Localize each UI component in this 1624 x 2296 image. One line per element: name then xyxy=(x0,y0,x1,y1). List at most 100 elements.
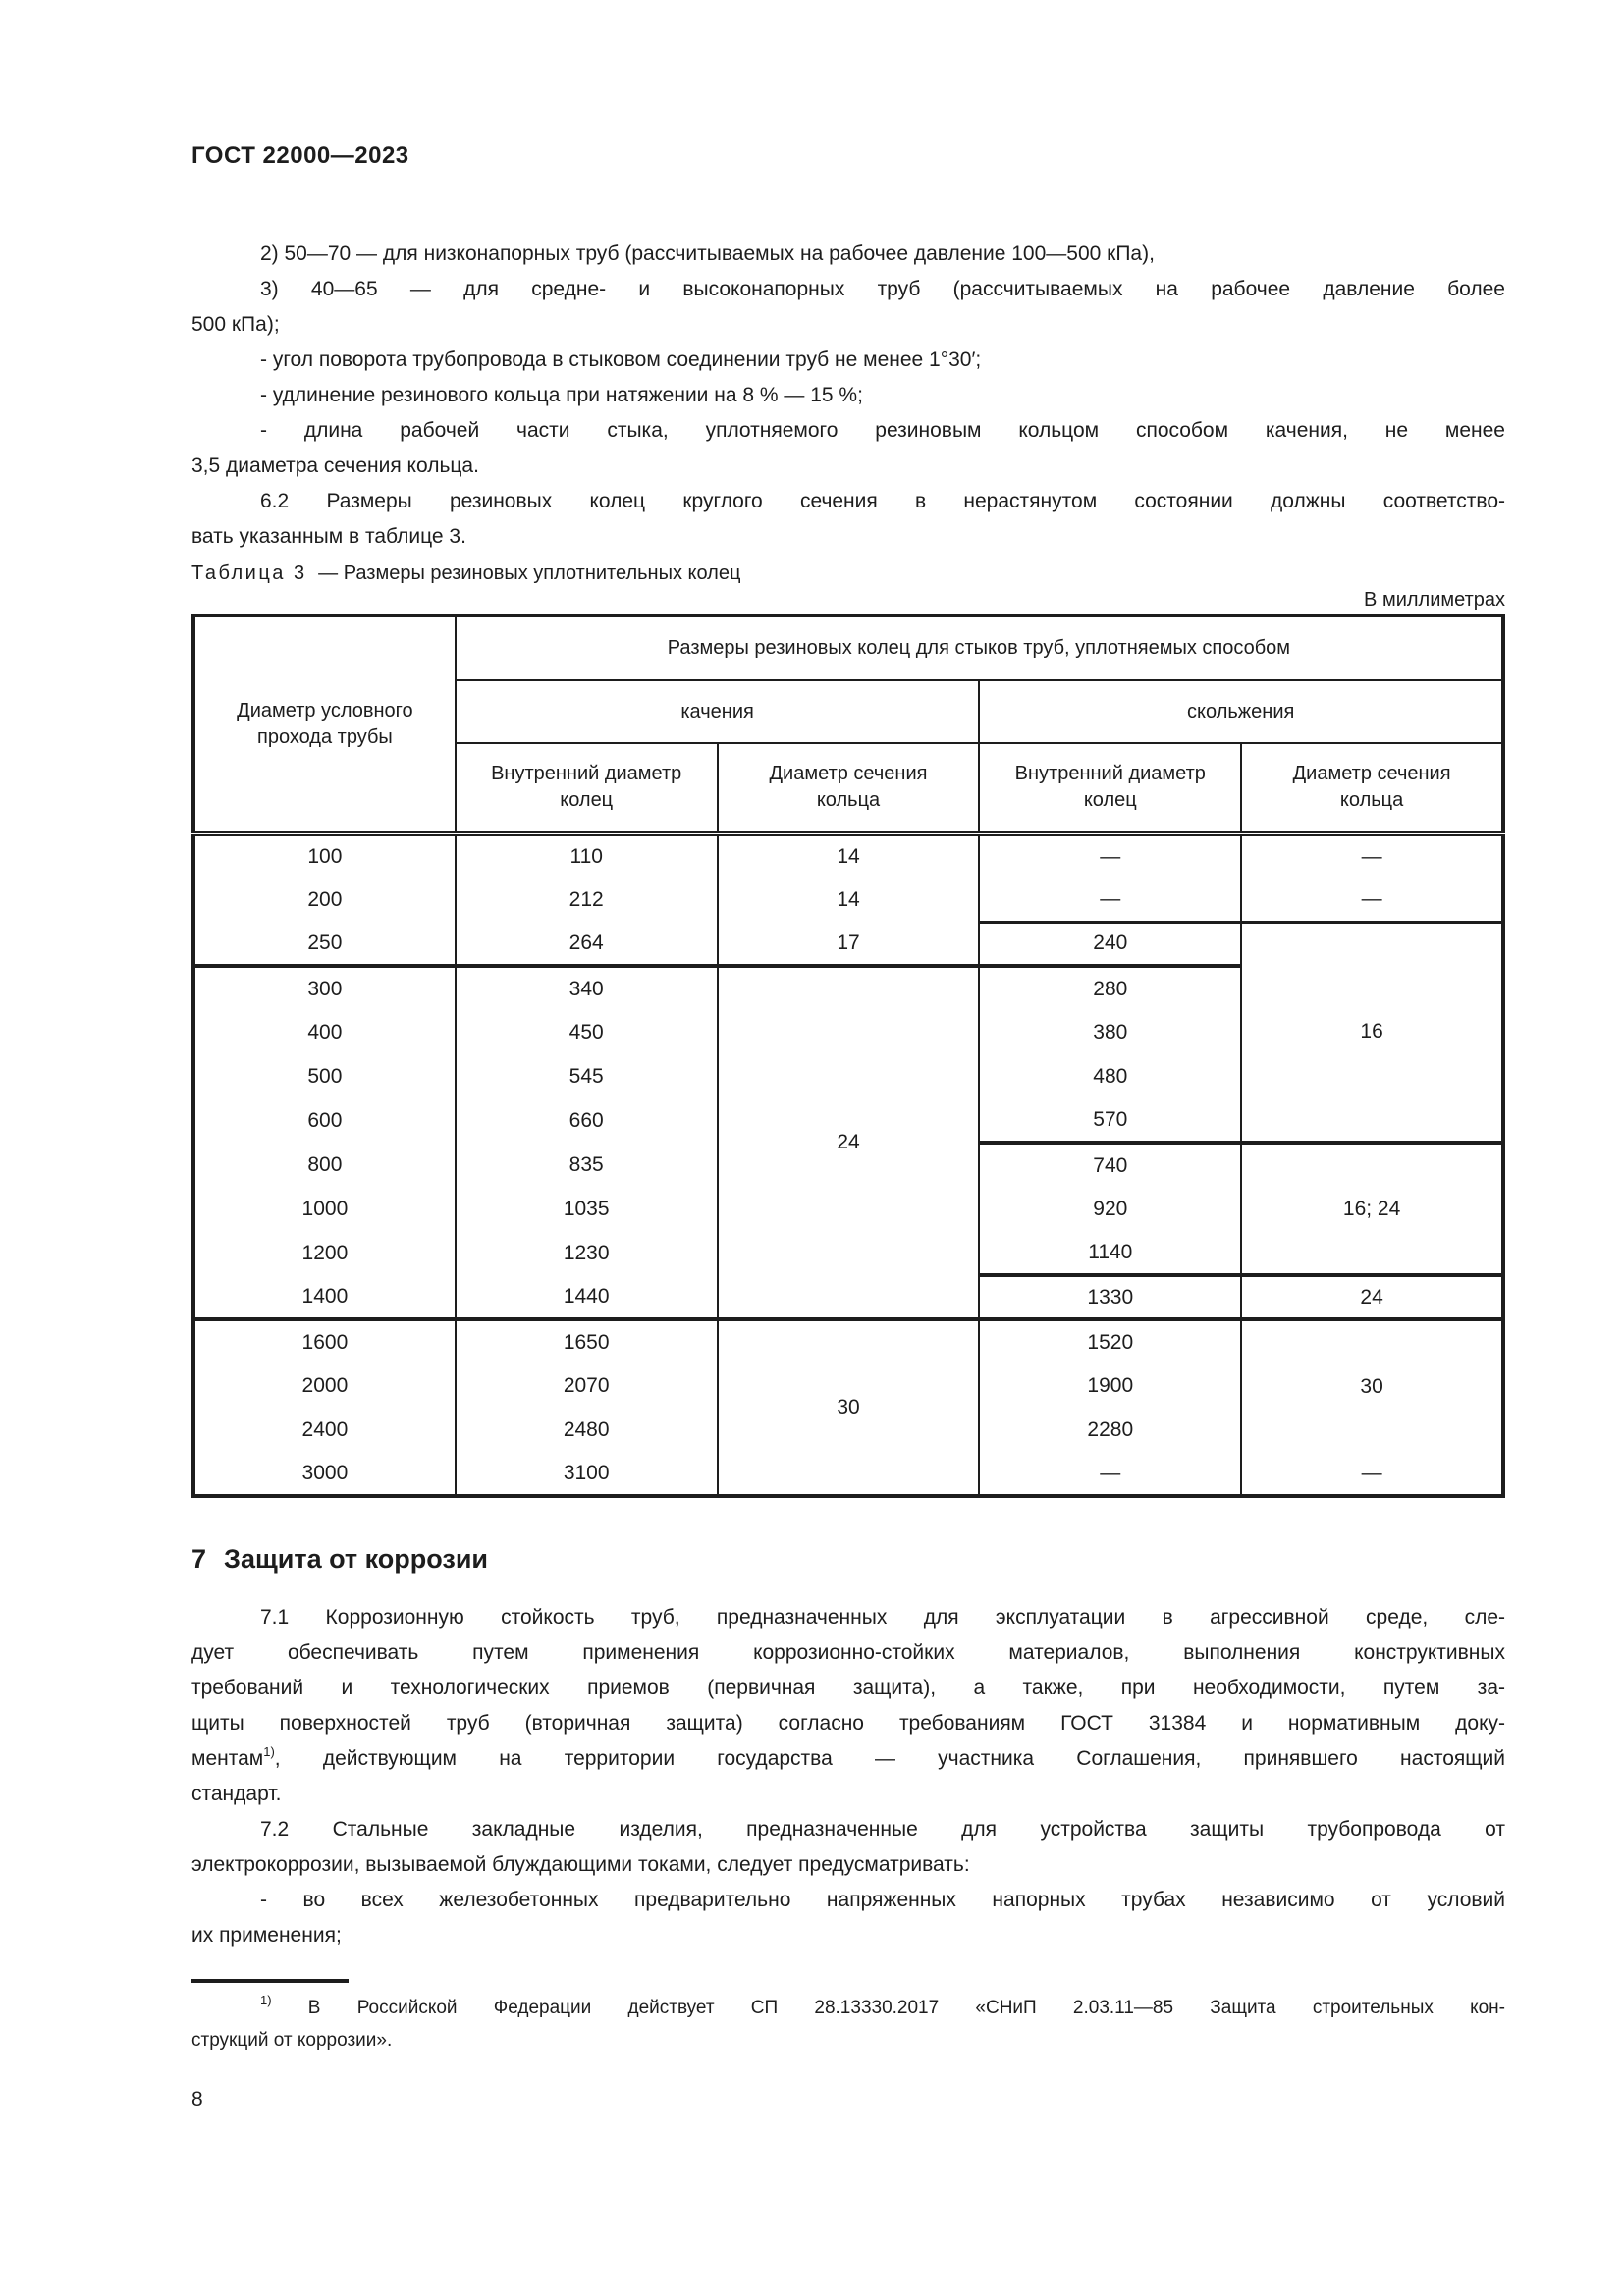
cell-inner-slide: — xyxy=(978,833,1243,878)
table-caption: Таблица 3 — Размеры резиновых уплотнител… xyxy=(191,561,1505,586)
cell-sect-slide: — xyxy=(1240,833,1504,878)
doc-number: ГОСТ 22000—2023 xyxy=(191,142,409,169)
text-line: 3) 40—65 — для средне- и высоконапорных … xyxy=(260,278,1505,300)
units-note: В миллиметрах xyxy=(1364,589,1505,611)
header-cell-sect-roll: Диаметр сечения кольца xyxy=(716,743,981,836)
cell-inner-roll: 1650 xyxy=(454,1319,719,1363)
cell-sect-roll-merged: 24 xyxy=(716,966,981,1321)
cell-inner-slide: 1330 xyxy=(978,1275,1243,1321)
header-row-1: Диаметр условного прохода трубы Размеры … xyxy=(192,615,1505,836)
cell-dn: 2000 xyxy=(192,1363,457,1408)
footnote-ref-marker: 1) xyxy=(263,1744,275,1759)
table-row: 1000 1035 920 xyxy=(192,1187,1503,1231)
cell-dn: 400 xyxy=(192,1010,457,1054)
text-line: 7.2 Стальные закладные изделия, предназн… xyxy=(260,1818,1505,1841)
page-number: 8 xyxy=(191,2088,203,2110)
cell-dn: 250 xyxy=(192,922,457,968)
cell-dn: 3000 xyxy=(192,1452,457,1496)
cell-inner-slide: 380 xyxy=(978,1010,1243,1054)
text-line: ментам1), действующим на территории госу… xyxy=(191,1741,1505,1777)
table-row: 3000 3100 — — xyxy=(192,1452,1504,1496)
table-row: 800 835 740 16; 24 xyxy=(192,1143,1504,1277)
table-row: 400 450 380 xyxy=(192,1010,1503,1054)
cell-dn: 500 xyxy=(192,1054,457,1098)
cell-inner-slide: 280 xyxy=(978,966,1243,1010)
header-cell-sect-slide: Диаметр сечения кольца xyxy=(1240,743,1504,836)
text-line: струкций от коррозии». xyxy=(191,2030,393,2051)
cell-dn: 600 xyxy=(192,1098,457,1143)
table-row: 250 264 17 240 16 xyxy=(192,922,1504,1145)
table-header: Диаметр условного прохода трубы Размеры … xyxy=(192,615,1505,836)
table-row: 500 545 480 xyxy=(192,1054,1503,1098)
section-title: Защита от коррозии xyxy=(224,1544,489,1574)
header-cell-inner-slide: Внутренний диаметр колец xyxy=(978,743,1243,836)
cell-sect-roll: 17 xyxy=(716,922,981,968)
table-row: 1600 1650 30 1520 30 xyxy=(192,1319,1504,1496)
paragraph-7-1: 7.1 Коррозионную стойкость труб, предназ… xyxy=(191,1600,1505,1953)
cell-inner-roll: 545 xyxy=(454,1054,719,1098)
cell-inner-slide: 1520 xyxy=(978,1319,1243,1363)
cell-inner-slide: 480 xyxy=(978,1054,1243,1098)
section-heading: 7 Защита от коррозии xyxy=(191,1543,1505,1575)
text-line: 3,5 диаметра сечения кольца. xyxy=(191,454,479,477)
header-cell-span: Размеры резиновых колец для стыков труб,… xyxy=(454,615,1505,681)
cell-dn: 1000 xyxy=(192,1187,457,1231)
cell-inner-roll: 2070 xyxy=(454,1363,719,1408)
cell-dn: 100 xyxy=(192,833,457,878)
cell-sect-slide: — xyxy=(1240,878,1504,924)
header-cell-inner-roll: Внутренний диаметр колец xyxy=(454,743,719,836)
cell-dn: 200 xyxy=(192,878,457,922)
cell-dn: 1600 xyxy=(192,1319,457,1363)
section-number: 7 xyxy=(191,1544,207,1574)
table-ring-sizes: Диаметр условного прохода трубы Размеры … xyxy=(191,614,1505,1498)
cell-inner-slide: 1900 xyxy=(978,1363,1243,1408)
header-cell-method-slide: скольжения xyxy=(978,680,1504,744)
text-line: 6.2 Размеры резиновых колец круглого сеч… xyxy=(260,490,1505,512)
cell-inner-slide: 740 xyxy=(978,1143,1243,1187)
table-caption-label: Таблица 3 xyxy=(191,562,307,584)
text-line: 2) 50—70 — для низконапорных труб (рассч… xyxy=(260,242,1155,265)
cell-inner-roll: 340 xyxy=(454,966,719,1010)
cell-sect-roll: 14 xyxy=(716,833,981,878)
table-row: 2400 2480 2280 xyxy=(192,1408,1503,1452)
text-segment: В Российской Федерации действует СП 28.1… xyxy=(271,1998,1505,2018)
cell-inner-slide: 2280 xyxy=(978,1408,1243,1452)
table-row: 100 110 14 — — xyxy=(192,833,1504,878)
header-row-2: качения скольжения xyxy=(193,680,1504,744)
cell-inner-roll: 1230 xyxy=(454,1231,719,1275)
table-body: 100 110 14 — — 200 212 14 — — 250 264 17 xyxy=(192,833,1504,1496)
table-caption-title: — Размеры резиновых уплотнительных колец xyxy=(318,562,741,584)
text-line: - длина рабочей части стыка, уплотняемог… xyxy=(260,419,1505,442)
cell-inner-slide: 570 xyxy=(978,1098,1243,1145)
text-line: требований и технологических приемов (пе… xyxy=(191,1677,1505,1699)
text-line: дует обеспечивать путем применения корро… xyxy=(191,1641,1505,1664)
cell-inner-roll: 110 xyxy=(454,833,719,878)
text-line: электрокоррозии, вызываемой блуждающими … xyxy=(191,1853,970,1876)
cell-sect-slide: — xyxy=(1240,1452,1504,1496)
text-segment: ментам xyxy=(191,1747,264,1770)
cell-dn: 2400 xyxy=(192,1408,457,1452)
cell-dn: 800 xyxy=(192,1143,457,1187)
table-row: 200 212 14 — — xyxy=(192,878,1504,924)
cell-dn: 1400 xyxy=(192,1275,457,1321)
cell-inner-roll: 1440 xyxy=(454,1275,719,1321)
cell-sect-slide-merged: 16 xyxy=(1240,922,1504,1145)
table-row: 2000 2070 1900 xyxy=(192,1363,1503,1408)
cell-inner-roll: 1035 xyxy=(454,1187,719,1231)
table-row: 1400 1440 1330 24 xyxy=(192,1275,1504,1321)
cell-sect-slide-merged: 30 xyxy=(1240,1319,1504,1452)
cell-inner-roll: 212 xyxy=(454,878,719,922)
cell-inner-roll: 3100 xyxy=(454,1452,719,1496)
header-cell-method-roll: качения xyxy=(454,680,981,744)
cell-inner-roll: 264 xyxy=(454,922,719,968)
cell-inner-roll: 835 xyxy=(454,1143,719,1187)
cell-dn: 300 xyxy=(192,966,457,1010)
cell-inner-roll: 450 xyxy=(454,1010,719,1054)
cell-sect-roll: 14 xyxy=(716,878,981,922)
header-cell-dn: Диаметр условного прохода трубы xyxy=(192,615,457,836)
text-segment: , действующим на территории государства … xyxy=(274,1747,1505,1770)
text-line: 7.1 Коррозионную стойкость труб, предназ… xyxy=(260,1606,1505,1629)
cell-inner-slide: — xyxy=(978,878,1243,924)
cell-inner-roll: 2480 xyxy=(454,1408,719,1452)
